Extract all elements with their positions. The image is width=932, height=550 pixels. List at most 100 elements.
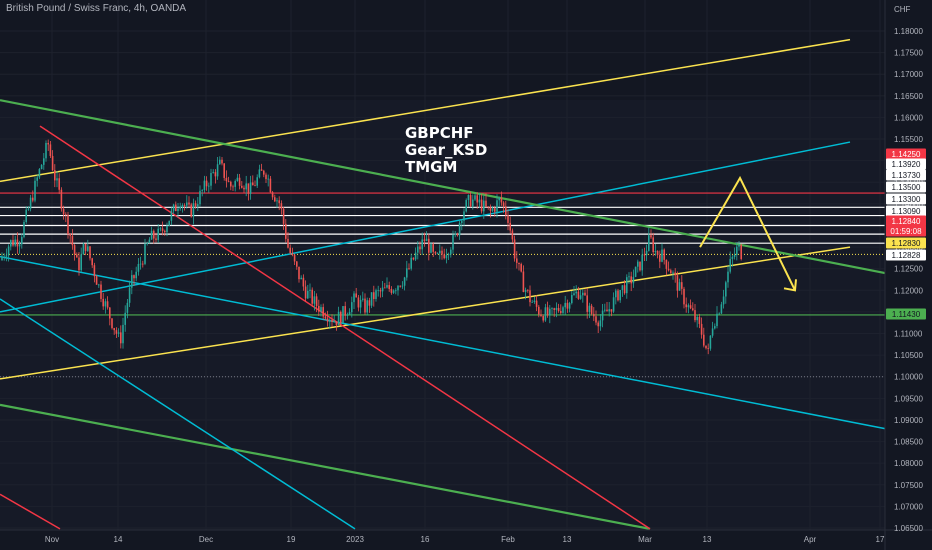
candle-body xyxy=(639,261,641,271)
candle-body xyxy=(483,200,485,212)
candle-body xyxy=(480,199,483,212)
candle-body xyxy=(370,292,373,306)
candle-body xyxy=(516,258,518,263)
candle-body xyxy=(386,285,388,288)
candle-body xyxy=(269,178,272,193)
candle-body xyxy=(329,319,331,322)
candle-body xyxy=(256,177,258,186)
candle-body xyxy=(111,318,113,329)
candle-body xyxy=(597,322,599,327)
candle-body xyxy=(505,206,507,216)
x-tick-label: 16 xyxy=(421,535,430,544)
horizontal-levels xyxy=(0,192,885,378)
y-tick-label: 1.09500 xyxy=(894,394,923,403)
candle-body xyxy=(533,300,536,302)
candle-body xyxy=(582,292,584,296)
candle-body xyxy=(716,313,718,327)
candle-body xyxy=(322,307,324,317)
x-tick-label: Apr xyxy=(804,535,817,544)
candle-body xyxy=(368,300,371,306)
candle-body xyxy=(573,293,575,296)
time-axis[interactable]: Nov 14 Dec 19 2023 16 Feb 13 Mar 13 Apr 17 xyxy=(45,535,885,544)
candle-body xyxy=(456,233,459,236)
candle-body xyxy=(267,178,269,180)
candle-body xyxy=(219,159,221,165)
candle-body xyxy=(524,289,527,293)
candle-body xyxy=(474,195,476,200)
candle-body xyxy=(98,284,100,286)
x-tick-label: Nov xyxy=(45,535,59,544)
candle-body xyxy=(54,170,56,181)
candle-body xyxy=(139,263,142,265)
candle-body xyxy=(377,290,379,291)
candle-body xyxy=(307,290,309,299)
candle-body xyxy=(496,200,498,212)
x-tick-label: 19 xyxy=(287,535,296,544)
candle-body xyxy=(467,194,470,201)
chart-annotation: GBPCHF Gear_KSD TMGM xyxy=(405,125,487,176)
trendline-lower-yellow-channel xyxy=(0,246,851,380)
candle-body xyxy=(566,302,569,309)
candle-body xyxy=(91,258,93,266)
candle-body xyxy=(731,256,734,259)
candle-body xyxy=(621,285,624,290)
candle-body xyxy=(586,295,588,312)
candle-body xyxy=(540,314,542,317)
candle-body xyxy=(25,209,27,223)
candle-body xyxy=(472,199,474,207)
candle-body xyxy=(425,238,428,242)
candle-body xyxy=(49,144,52,156)
candle-body xyxy=(62,208,65,215)
candle-body xyxy=(718,313,720,315)
candle-body xyxy=(212,172,214,173)
price-badge xyxy=(886,237,926,249)
candle-body xyxy=(491,208,494,211)
candle-body xyxy=(549,308,551,316)
candle-body xyxy=(494,208,496,212)
candle-body xyxy=(93,265,96,277)
candle-body xyxy=(408,268,410,270)
candle-body xyxy=(634,266,637,277)
candle-body xyxy=(740,244,742,260)
candle-body xyxy=(45,142,47,159)
candle-body xyxy=(236,177,239,182)
candle-body xyxy=(335,321,338,325)
candle-body xyxy=(355,293,357,298)
symbol-title[interactable]: British Pound / Swiss Franc, 4h, OANDA xyxy=(6,3,187,14)
candle-body xyxy=(599,320,602,327)
y-tick-label: 1.18000 xyxy=(894,27,923,36)
price-badge xyxy=(886,225,926,237)
candle-body xyxy=(601,310,604,321)
candle-body xyxy=(95,276,98,285)
candle-body xyxy=(720,304,723,314)
x-tick-label: 17 xyxy=(876,535,885,544)
candle-body xyxy=(689,305,692,309)
candle-body xyxy=(245,183,247,190)
annotation-line-2: Gear_KSD xyxy=(405,141,488,159)
candle-body xyxy=(379,290,382,292)
candle-body xyxy=(630,276,632,284)
candle-body xyxy=(463,211,465,221)
price-badge-label: 1.13300 xyxy=(892,195,921,204)
candle-body xyxy=(122,324,124,344)
candle-body xyxy=(153,230,155,239)
candle-body xyxy=(38,169,41,178)
candle-body xyxy=(663,249,665,260)
candle-body xyxy=(320,307,322,312)
candle-body xyxy=(381,287,384,292)
candle-body xyxy=(564,302,566,308)
candle-body xyxy=(736,246,738,255)
candle-body xyxy=(641,254,643,271)
candle-body xyxy=(725,282,727,297)
candle-body xyxy=(419,246,421,250)
candle-body xyxy=(568,303,571,309)
price-badge xyxy=(886,169,926,181)
candle-body xyxy=(562,307,564,313)
candle-body xyxy=(522,271,525,293)
candle-body xyxy=(34,180,36,201)
price-badge-label: 1.12828 xyxy=(892,251,921,260)
candle-body xyxy=(685,304,687,308)
candle-body xyxy=(333,321,335,323)
